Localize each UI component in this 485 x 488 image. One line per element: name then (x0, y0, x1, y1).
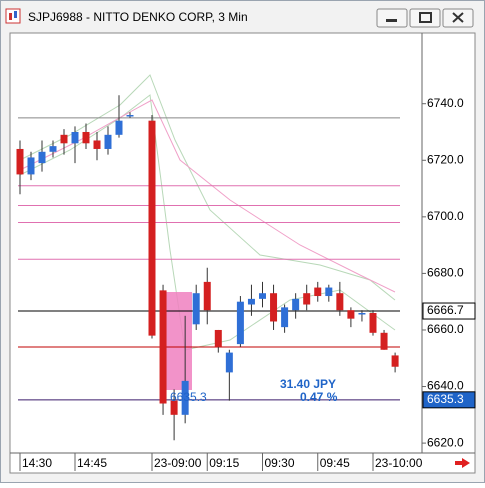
candle-body (369, 313, 377, 333)
y-tick-label: 6620.0 (427, 435, 464, 449)
candle-body (82, 131, 90, 144)
candle-body (225, 352, 233, 373)
candle-body (270, 293, 278, 322)
candle-body (38, 151, 46, 164)
candle-body (236, 301, 244, 345)
candle-body (303, 293, 311, 305)
restore-button[interactable] (409, 8, 441, 28)
close-icon (452, 12, 464, 23)
y-tick-label: 6740.0 (427, 96, 464, 110)
price-label: 6666.7 (427, 303, 464, 317)
minimize-button[interactable] (376, 8, 408, 28)
y-tick-label: 6660.0 (427, 322, 464, 336)
candle-body (292, 298, 300, 311)
y-tick-label: 6640.0 (427, 379, 464, 393)
candle-body (214, 329, 222, 347)
x-tick-label: 09:30 (265, 456, 295, 470)
x-tick-label: 23-09:00 (154, 456, 202, 470)
x-tick-label: 09:45 (320, 456, 350, 470)
annotation: 6635.3 (170, 390, 207, 404)
measure-box (164, 292, 192, 390)
candle-body (159, 290, 167, 404)
price-label-box (422, 302, 476, 320)
candle-body (314, 287, 322, 297)
candle-body (325, 287, 333, 297)
candle-body (170, 400, 178, 415)
x-tick-label: 09:15 (209, 456, 239, 470)
app-icon-bar (14, 11, 17, 18)
candle-body (247, 298, 255, 305)
candle-body (391, 355, 399, 367)
x-tick-label: 23-10:00 (375, 456, 423, 470)
annotation: 31.40 JPY (280, 377, 336, 391)
candle-body (358, 313, 366, 315)
candle-body (281, 307, 289, 328)
candle-body (380, 332, 388, 350)
candle-body (126, 115, 134, 117)
price-label: 6635.3 (427, 392, 464, 406)
moving-average (19, 99, 396, 293)
x-tick-label: 14:30 (22, 456, 52, 470)
candle-body (347, 310, 355, 319)
candle-body (192, 293, 200, 325)
x-tick-label: 14:45 (77, 456, 107, 470)
candle-body (336, 293, 344, 311)
minimize-icon (386, 19, 397, 22)
chart-panel (9, 32, 476, 474)
candle-body (16, 148, 24, 175)
band-upper (19, 74, 396, 301)
y-tick-label: 6680.0 (427, 266, 464, 280)
candle-body (93, 140, 101, 149)
candle-body (148, 120, 156, 336)
y-tick-label: 6720.0 (427, 152, 464, 166)
restore-icon (419, 12, 432, 23)
annotation: 0.47 % (300, 390, 338, 404)
candle-body (259, 293, 266, 299)
price-label-box (422, 391, 476, 409)
candle-body (60, 134, 68, 144)
scroll-arrow[interactable] (455, 458, 470, 468)
app-icon-bar (9, 13, 12, 20)
candle-body (203, 281, 211, 311)
y-tick-label: 6700.0 (427, 209, 464, 223)
candle-body (181, 380, 189, 415)
candle-body (49, 146, 57, 152)
candle-body (71, 131, 79, 144)
candle-body (115, 120, 123, 135)
candle-body (104, 134, 112, 149)
app-icon (5, 8, 21, 24)
window-buttons[interactable] (376, 8, 474, 28)
window-title: SJPJ6988 - NITTO DENKO CORP, 3 Min (28, 10, 248, 24)
candle-body (27, 157, 35, 175)
